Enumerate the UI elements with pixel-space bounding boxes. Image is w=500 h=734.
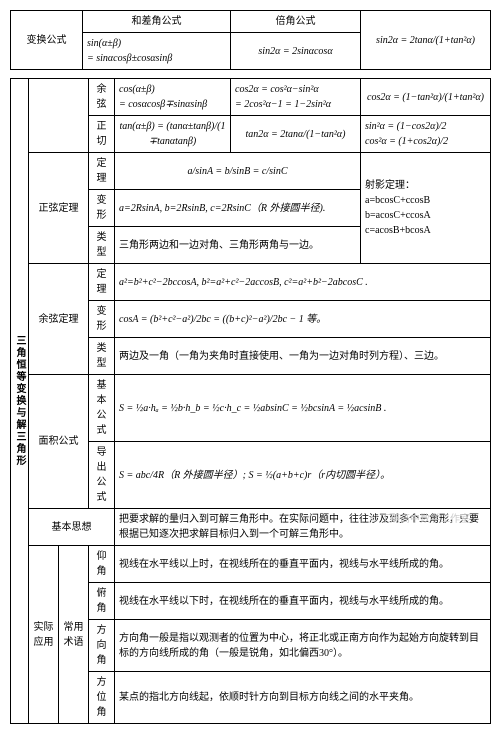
formula-table-1: 变换公式 和差角公式 倍角公式 sin2α = 2tanα/(1+tan²α) … [10,10,491,70]
azimuth-label: 方位角 [89,672,115,724]
watermark: © 丁燕高中数学工作室 [370,510,470,525]
area-basic: S = ½a·hₐ = ½b·h_b = ½c·h_c = ½absinC = … [115,375,491,442]
elevation-label: 仰角 [89,546,115,583]
sin-sum: sin(α±β) = sinαcosβ±cosαsinβ [83,33,231,70]
sl-theorem: a/sinA = b/sinB = c/sinC [115,153,361,190]
sin-double: sin2α = 2sinαcosα [231,33,361,70]
azimuth-def: 某点的指北方向线起，依顺时针方向到目标方向线之间的水平夹角。 [115,672,491,724]
direction-def: 方向角一般是指以观测者的位置为中心，将正北或正南方向作为起始方向旋转到目标的方向… [115,620,491,672]
sl-type: 三角形两边和一边对角、三角形两角与一边。 [115,227,361,264]
sine-law-label: 正弦定理 [29,153,89,264]
half-angle: sin²α = (1−cos2α)/2 cos²α = (1+cos2α)/2 [361,116,491,153]
cl-theorem: a²=b²+c²−2bccosA, b²=a²+c²−2accosB, c²=a… [115,264,491,301]
sl-variant: a=2RsinA, b=2RsinB, c=2RsinC（R 外接圆半径). [115,190,361,227]
cos2a-tan: cos2α = (1−tan²α)/(1+tan²α) [361,79,491,116]
direction-label: 方向角 [89,620,115,672]
projection-theorem: 射影定理： a=bcosC+ccosB b=acosC+ccosA c=acos… [361,153,491,264]
area-basic-label: 基本公式 [89,375,115,442]
cl-variant: cosA = (b²+c²−a²)/2bc = ((b+c)²−a²)/2bc … [115,301,491,338]
header-sum-diff: 和差角公式 [83,11,231,33]
tan-sum: tan(α±β) = (tanα±tanβ)/(1∓tanαtanβ) [115,116,231,153]
sl-type-label: 类型 [89,227,115,264]
tan-label: 正切 [89,116,115,153]
depression-label: 俯角 [89,583,115,620]
area-label: 面积公式 [29,375,89,509]
application-label: 实际应用 [29,546,59,724]
area-derived-label: 导出公式 [89,442,115,509]
row-label: 变换公式 [27,35,67,46]
sl-variant-label: 变形 [89,190,115,227]
header-double: 倍角公式 [231,11,361,33]
cl-variant-label: 变形 [89,301,115,338]
cos-double: cos2α = cos²α−sin²α = 2cos²α−1 = 1−2sin²… [231,79,361,116]
cos-sum: cos(α±β) = cosαcosβ∓sinαsinβ [115,79,231,116]
cl-type: 两边及一角（一角为夹角时直接使用、一角为一边对角时列方程）、三边。 [115,338,491,375]
cos-law-label: 余弦定理 [29,264,89,375]
sin2a-tan: sin2α = 2tanα/(1+tan²α) [361,11,491,70]
formula-table-2: 三角恒等变换与解三角形 余弦 cos(α±β) = cosαcosβ∓sinαs… [10,78,491,724]
depression-def: 视线在水平线以下时，在视线所在的垂直平面内，视线与水平线所成的角。 [115,583,491,620]
elevation-def: 视线在水平线以上时，在视线所在的垂直平面内，视线与水平线所成的角。 [115,546,491,583]
cos-label: 余弦 [89,79,115,116]
tan-double: tan2α = 2tanα/(1−tan²α) [231,116,361,153]
cl-theorem-label: 定理 [89,264,115,301]
main-title: 三角恒等变换与解三角形 [11,79,29,724]
cl-type-label: 类型 [89,338,115,375]
area-derived: S = abc/4R（R 外接圆半径）; S = ½(a+b+c)r（r内切圆半… [115,442,491,509]
sl-theorem-label: 定理 [89,153,115,190]
terms-label: 常用术语 [59,546,89,724]
